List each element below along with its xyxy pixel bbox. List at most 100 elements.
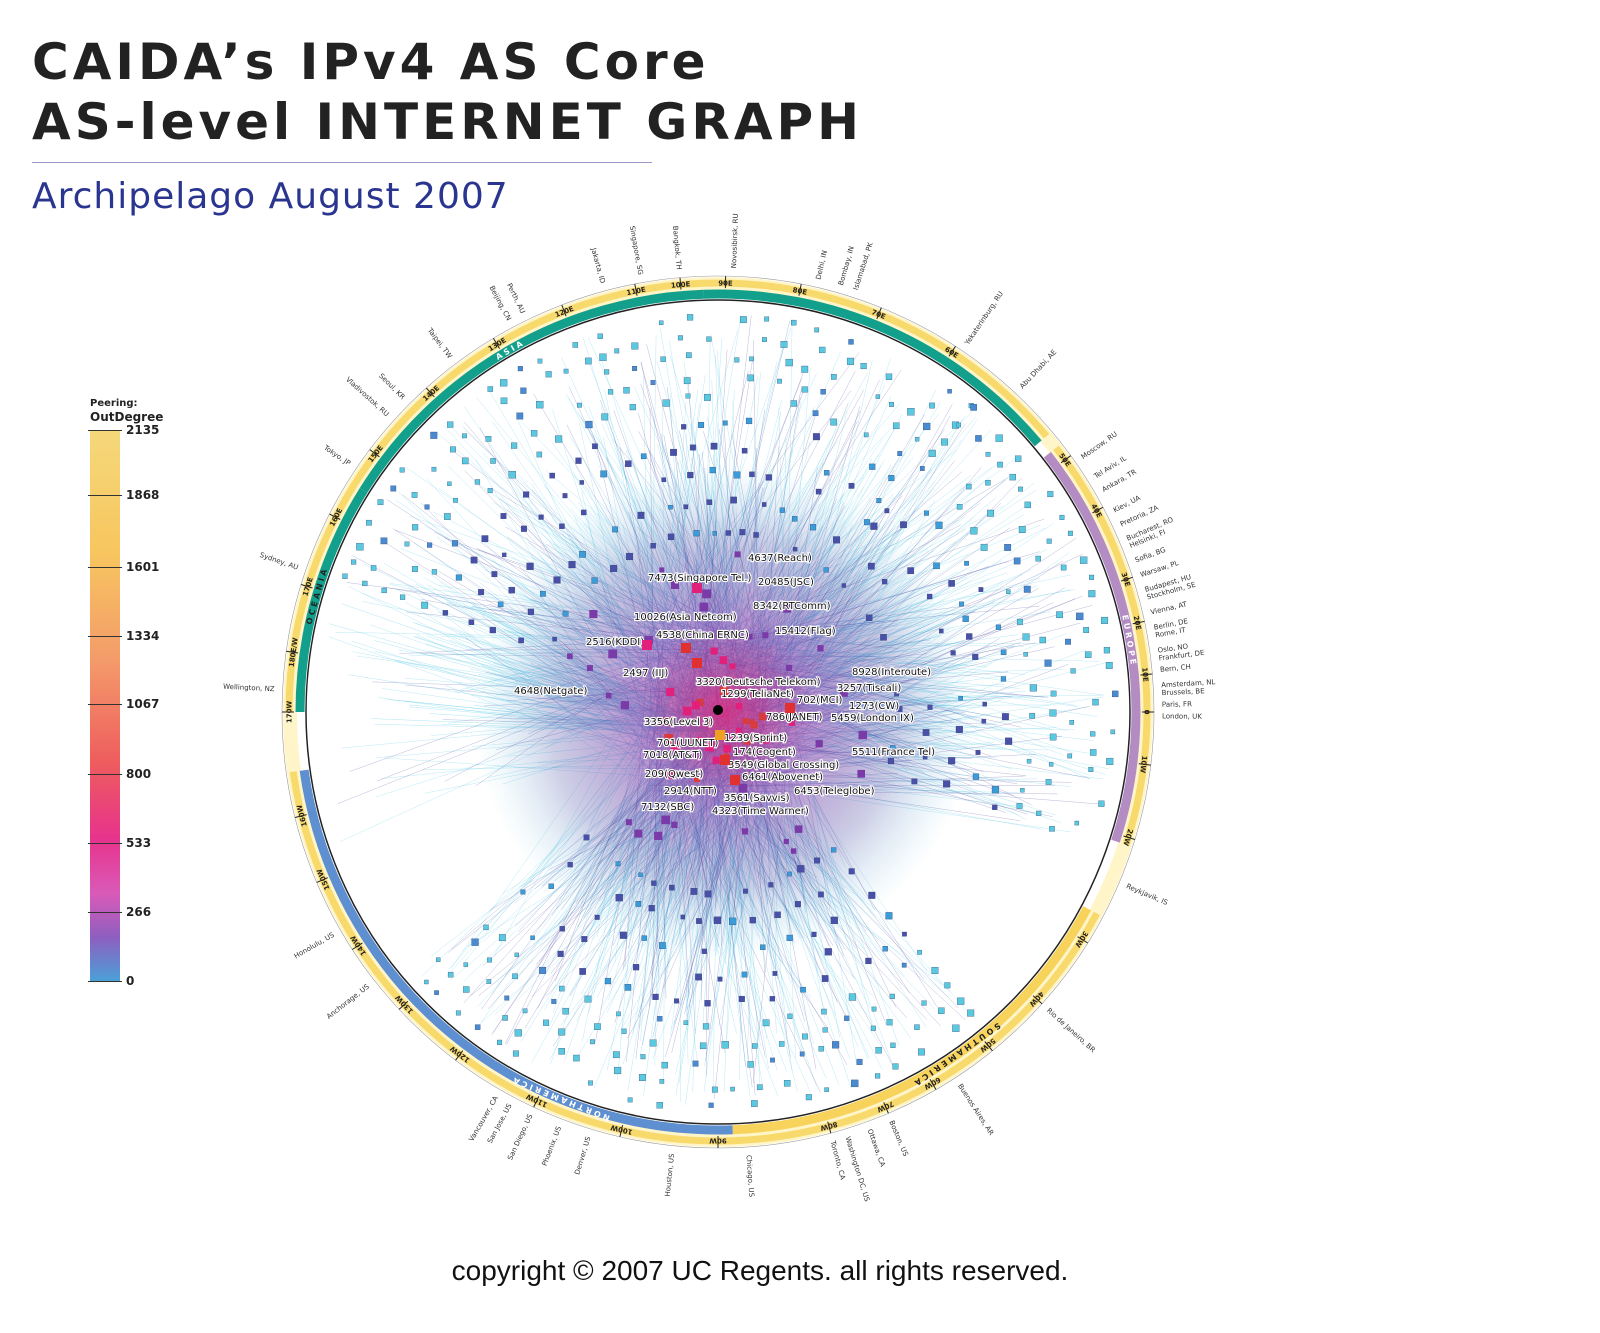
core-node-label: 209(Qwest): [645, 769, 703, 780]
as-node-core: [743, 738, 751, 745]
as-node: [762, 1019, 770, 1027]
as-node-core: [682, 706, 692, 716]
as-node: [706, 336, 712, 342]
longitude-tick: [425, 387, 435, 398]
as-node: [683, 504, 689, 510]
as-node: [500, 513, 507, 519]
core-node: [730, 775, 740, 785]
as-node: [957, 997, 965, 1005]
as-node-core: [741, 828, 749, 835]
legend-tick: [88, 981, 122, 982]
as-node: [1018, 526, 1026, 533]
core-node-label: 1273(CW): [849, 701, 899, 712]
city-label: Phoenix, US: [541, 1125, 564, 1167]
as-node: [1110, 729, 1116, 735]
as-node: [500, 379, 508, 387]
as-node: [1088, 590, 1096, 598]
legend-tick-label: 266: [126, 905, 152, 919]
as-node: [985, 480, 991, 486]
as-node: [444, 513, 451, 520]
as-node: [581, 509, 587, 516]
legend-tick: [88, 567, 122, 568]
as-node: [451, 540, 459, 547]
as-node: [889, 402, 894, 407]
as-node: [896, 706, 903, 713]
as-node: [474, 479, 481, 485]
copyright: copyright © 2007 UC Regents. all rights …: [451, 1255, 1069, 1286]
as-node: [455, 1010, 461, 1016]
as-node: [362, 580, 368, 587]
as-node: [680, 914, 686, 920]
core-node-label: 701(UUNET): [657, 738, 719, 749]
as-node: [585, 420, 593, 429]
longitude-tick: [455, 1050, 464, 1061]
subtitle: Archipelago August 2007: [32, 176, 509, 217]
as-node: [625, 552, 634, 561]
as-node: [1056, 611, 1063, 619]
as-node: [1074, 820, 1080, 826]
as-node: [404, 541, 410, 547]
as-node: [562, 1007, 569, 1015]
longitude-tick: [533, 1096, 540, 1108]
as-node: [741, 447, 748, 454]
as-node: [981, 718, 987, 724]
as-node: [972, 773, 980, 780]
as-node-core: [742, 718, 749, 725]
as-node: [1024, 501, 1031, 509]
as-node: [656, 1102, 663, 1109]
as-node: [612, 526, 619, 533]
continent-arc: [299, 769, 733, 1135]
core-node-label: 8928(Interoute): [852, 667, 931, 678]
as-node: [594, 914, 600, 920]
as-node: [400, 594, 406, 600]
as-node: [590, 1039, 595, 1045]
city-label: Jakarta, ID: [589, 246, 606, 284]
as-node: [964, 560, 969, 566]
as-node: [931, 967, 939, 974]
as-node: [1080, 556, 1088, 564]
as-node: [889, 993, 895, 999]
as-node: [508, 586, 515, 594]
as-node: [450, 446, 456, 453]
legend-tick-label: 533: [126, 836, 152, 850]
as-node: [938, 1007, 945, 1014]
as-node: [761, 502, 767, 507]
as-node-core: [815, 740, 823, 748]
city-label: Taipei, TW: [425, 326, 454, 360]
core-node-label: 7473(Singapore Tel.): [648, 573, 751, 584]
as-node-core: [705, 742, 715, 752]
as-node: [640, 1054, 646, 1060]
as-node: [612, 1051, 620, 1059]
core-node: [715, 730, 725, 740]
as-node: [797, 865, 805, 873]
as-node: [818, 1046, 824, 1052]
as-node-core: [783, 838, 789, 845]
as-node: [670, 448, 677, 456]
as-node: [651, 880, 657, 886]
as-node: [777, 378, 782, 384]
legend-tick-label: 1601: [126, 560, 160, 574]
as-node: [907, 567, 915, 575]
as-node: [743, 888, 748, 894]
as-node: [882, 946, 888, 952]
longitude-band-segment: [285, 482, 358, 713]
as-node: [508, 471, 516, 479]
continent-arc: [703, 289, 1042, 447]
as-node-core: [721, 807, 729, 815]
as-node: [559, 985, 565, 992]
core-node-label: 1299(TeliaNet): [721, 689, 794, 700]
core-node-label: 4538(China ERNC): [656, 630, 749, 641]
as-node: [527, 608, 535, 615]
as-node: [563, 368, 569, 374]
as-node: [518, 637, 524, 644]
core-node-label: 702(MCI): [797, 695, 843, 706]
as-node: [583, 834, 590, 841]
as-node-core: [666, 772, 674, 779]
as-node: [669, 884, 675, 891]
as-node: [701, 948, 707, 954]
longitude-tick: [619, 1124, 624, 1137]
as-node: [980, 543, 988, 551]
as-node: [950, 650, 956, 656]
as-node: [987, 509, 994, 517]
as-node: [685, 393, 691, 399]
